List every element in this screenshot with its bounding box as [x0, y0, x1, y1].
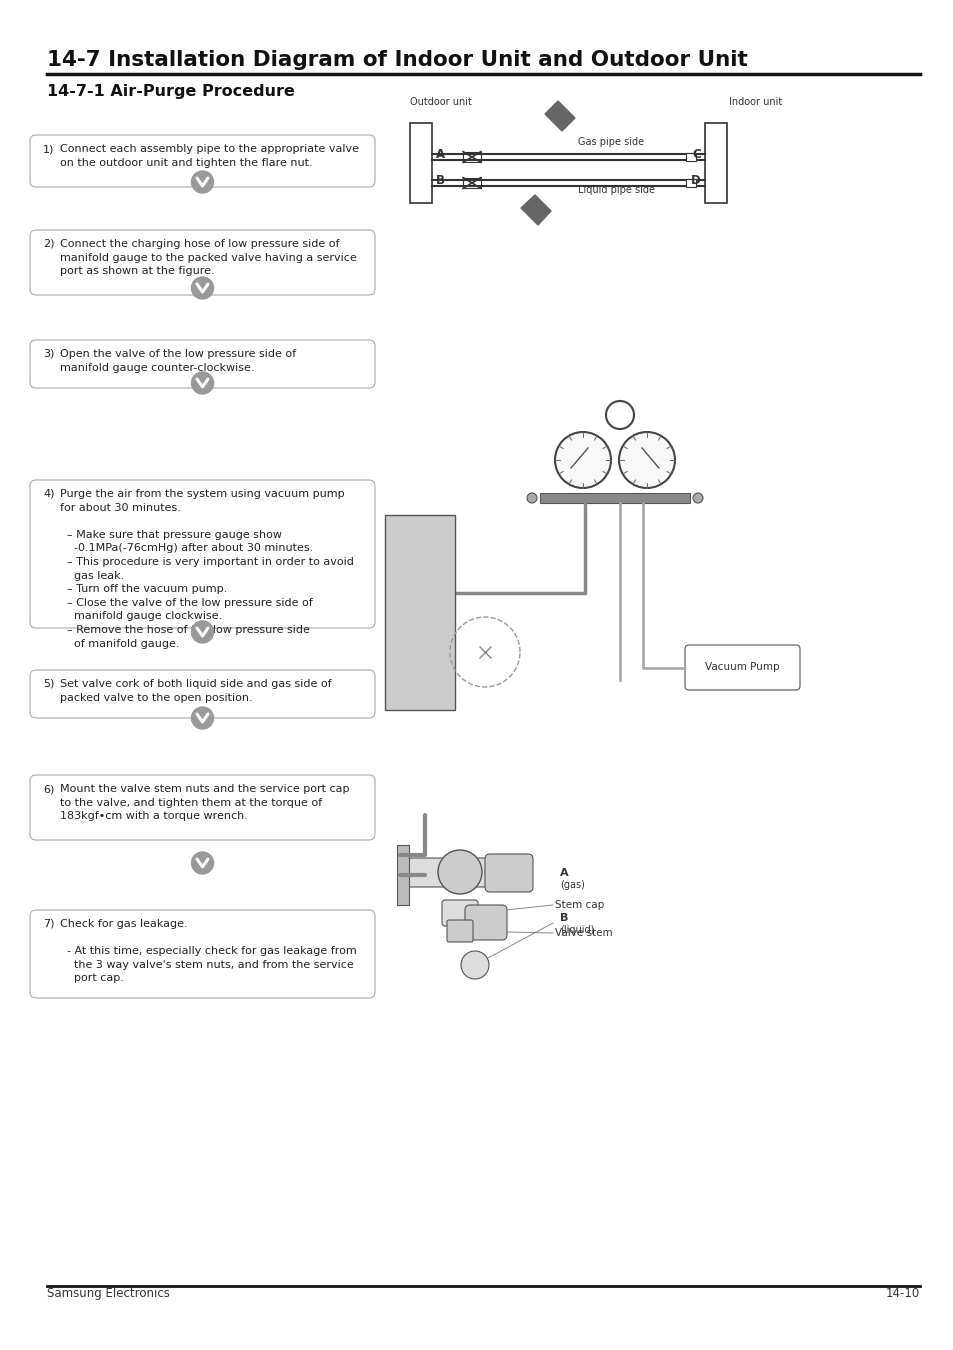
Text: Vacuum Pump: Vacuum Pump [704, 663, 779, 672]
Bar [385, 514, 455, 710]
Circle shape [555, 432, 610, 487]
Bar [539, 493, 689, 504]
FancyBboxPatch shape [447, 919, 473, 942]
Circle shape [192, 621, 213, 643]
FancyBboxPatch shape [30, 775, 375, 840]
Text: Liquid pipe side: Liquid pipe side [578, 185, 655, 194]
Text: 3): 3) [43, 350, 54, 359]
Text: Indoor unit: Indoor unit [728, 97, 781, 107]
Text: Connect the charging hose of low pressure side of
manifold gauge to the packed v: Connect the charging hose of low pressur… [60, 239, 356, 277]
Text: Mount the valve stem nuts and the service port cap
to the valve, and tighten the: Mount the valve stem nuts and the servic… [60, 784, 349, 821]
FancyBboxPatch shape [684, 645, 800, 690]
Text: 5): 5) [43, 679, 54, 688]
Bar [685, 180, 696, 188]
Text: Connect each assembly pipe to the appropriate valve
on the outdoor unit and tigh: Connect each assembly pipe to the approp… [60, 144, 358, 167]
Circle shape [460, 950, 489, 979]
Text: Purge the air from the system using vacuum pump
for about 30 minutes.

  – Make : Purge the air from the system using vacu… [60, 489, 354, 648]
FancyBboxPatch shape [30, 481, 375, 628]
FancyBboxPatch shape [30, 340, 375, 387]
Text: 6): 6) [43, 784, 54, 794]
Text: Stem cap: Stem cap [555, 900, 603, 910]
Bar [704, 123, 726, 202]
FancyBboxPatch shape [402, 859, 526, 887]
Circle shape [192, 171, 213, 193]
Text: 1): 1) [43, 144, 54, 154]
FancyBboxPatch shape [484, 855, 533, 892]
Text: 14-10: 14-10 [884, 1287, 919, 1300]
Text: Samsung Electronics: Samsung Electronics [47, 1287, 170, 1300]
FancyBboxPatch shape [30, 910, 375, 998]
FancyBboxPatch shape [441, 900, 477, 926]
Bar [685, 153, 696, 161]
Bar [396, 845, 409, 905]
Circle shape [192, 373, 213, 394]
FancyBboxPatch shape [464, 904, 506, 940]
Bar [462, 151, 480, 162]
Text: D: D [691, 174, 700, 188]
Circle shape [192, 707, 213, 729]
Text: A: A [559, 868, 568, 878]
Bar [462, 178, 480, 189]
FancyBboxPatch shape [30, 670, 375, 718]
Text: 14-7-1 Air-Purge Procedure: 14-7-1 Air-Purge Procedure [47, 84, 294, 99]
Text: Outdoor unit: Outdoor unit [410, 97, 472, 107]
Bar [410, 123, 432, 202]
Circle shape [192, 852, 213, 873]
Text: C: C [692, 148, 700, 162]
Text: 4): 4) [43, 489, 54, 500]
Polygon shape [520, 194, 551, 225]
Text: Open the valve of the low pressure side of
manifold gauge counter-clockwise.: Open the valve of the low pressure side … [60, 350, 295, 373]
FancyBboxPatch shape [30, 135, 375, 188]
Circle shape [692, 493, 702, 504]
Circle shape [437, 850, 481, 894]
Text: Gas pipe side: Gas pipe side [578, 136, 644, 147]
FancyBboxPatch shape [30, 230, 375, 296]
Circle shape [618, 432, 675, 487]
Text: Valve stem: Valve stem [555, 927, 612, 938]
Text: Set valve cork of both liquid side and gas side of
packed valve to the open posi: Set valve cork of both liquid side and g… [60, 679, 332, 702]
Circle shape [526, 493, 537, 504]
Text: 14-7 Installation Diagram of Indoor Unit and Outdoor Unit: 14-7 Installation Diagram of Indoor Unit… [47, 50, 747, 70]
Text: (liquid): (liquid) [559, 925, 594, 936]
Text: Check for gas leakage.

  - At this time, especially check for gas leakage from
: Check for gas leakage. - At this time, e… [60, 919, 356, 983]
Text: B: B [436, 174, 444, 188]
Polygon shape [544, 101, 575, 131]
Text: A: A [436, 148, 445, 162]
Text: (gas): (gas) [559, 880, 584, 890]
Circle shape [192, 277, 213, 298]
Text: 2): 2) [43, 239, 54, 248]
Text: 7): 7) [43, 919, 54, 929]
Text: B: B [559, 913, 568, 923]
